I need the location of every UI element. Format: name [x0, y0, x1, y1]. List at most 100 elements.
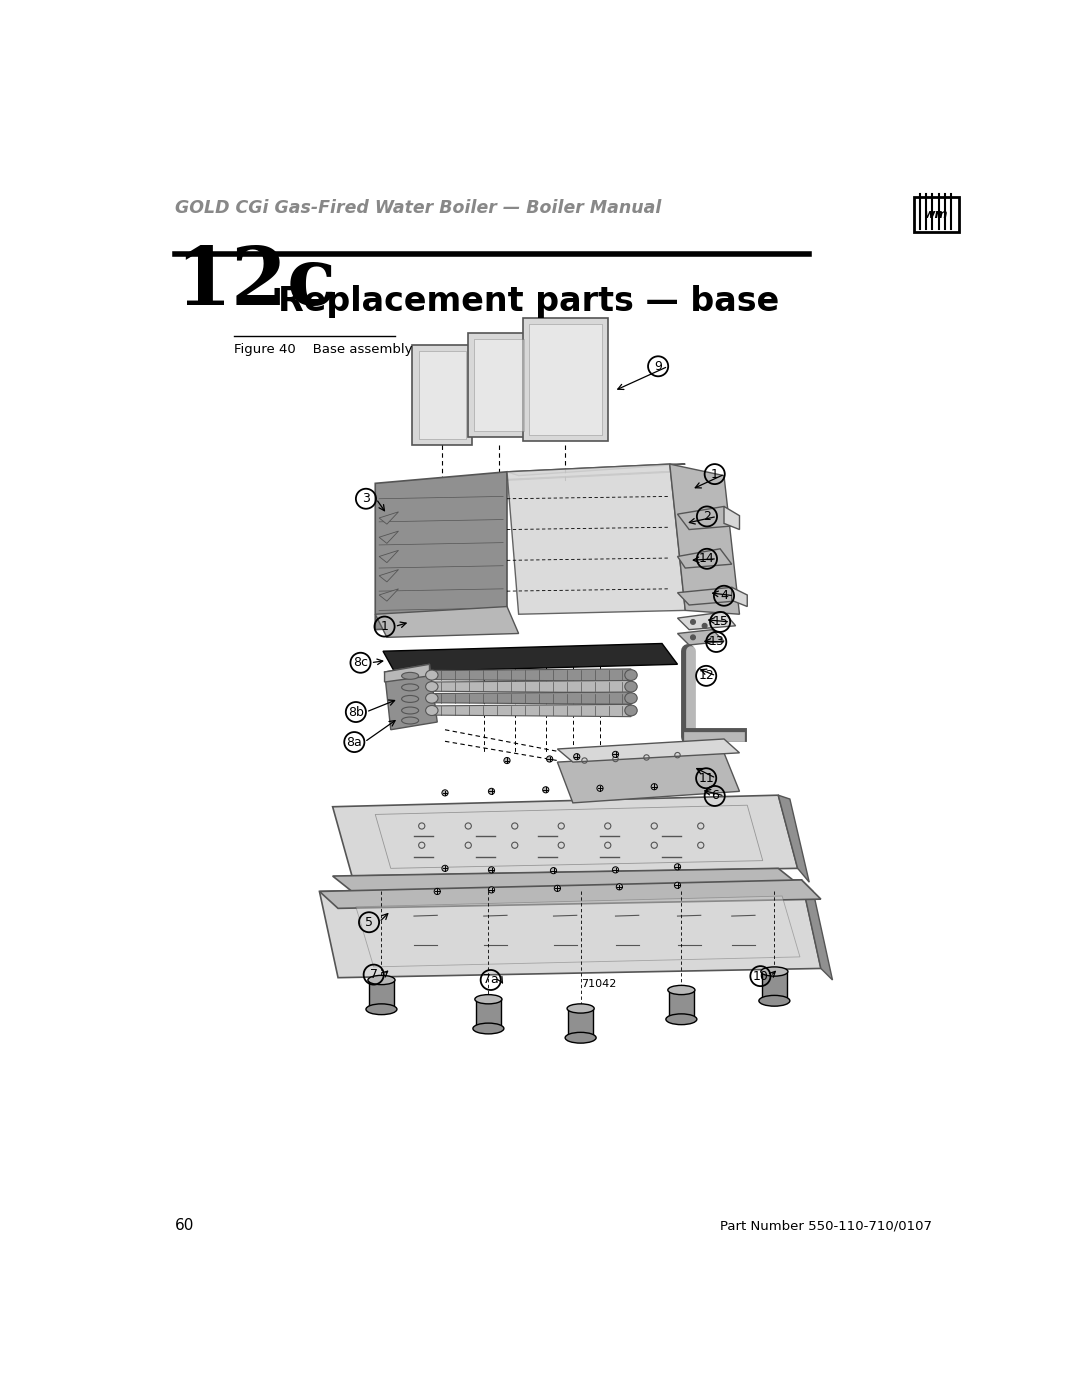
- Text: 12: 12: [699, 669, 714, 682]
- Polygon shape: [724, 507, 740, 529]
- Ellipse shape: [760, 967, 788, 977]
- Circle shape: [488, 866, 495, 873]
- Polygon shape: [432, 669, 631, 682]
- Polygon shape: [413, 345, 472, 444]
- Text: 10: 10: [753, 970, 768, 982]
- Ellipse shape: [625, 705, 637, 715]
- Ellipse shape: [759, 996, 789, 1006]
- Polygon shape: [568, 1009, 593, 1038]
- Ellipse shape: [426, 671, 438, 680]
- Ellipse shape: [475, 995, 502, 1004]
- Polygon shape: [379, 550, 399, 563]
- Circle shape: [546, 756, 553, 763]
- Ellipse shape: [402, 696, 419, 703]
- Polygon shape: [669, 990, 693, 1020]
- Text: 71042: 71042: [581, 979, 616, 989]
- Polygon shape: [430, 472, 677, 483]
- Polygon shape: [320, 880, 821, 978]
- Text: GOLD CGi Gas-Fired Water Boiler — Boiler Manual: GOLD CGi Gas-Fired Water Boiler — Boiler…: [175, 198, 662, 217]
- Text: 1: 1: [711, 468, 718, 481]
- Text: Replacement parts — base: Replacement parts — base: [279, 285, 780, 319]
- Polygon shape: [379, 570, 399, 583]
- Polygon shape: [333, 869, 798, 891]
- Text: 60: 60: [175, 1218, 194, 1232]
- Polygon shape: [432, 692, 631, 704]
- Polygon shape: [379, 588, 399, 601]
- Text: 7: 7: [369, 968, 378, 981]
- Polygon shape: [469, 334, 530, 437]
- Polygon shape: [557, 753, 740, 803]
- Circle shape: [597, 785, 603, 791]
- Polygon shape: [476, 999, 501, 1028]
- Text: 11: 11: [699, 771, 714, 785]
- Polygon shape: [762, 971, 786, 1000]
- Text: 8a: 8a: [347, 736, 362, 749]
- Ellipse shape: [565, 1032, 596, 1044]
- Ellipse shape: [368, 975, 395, 985]
- Circle shape: [674, 882, 680, 888]
- Circle shape: [504, 757, 510, 764]
- Circle shape: [551, 868, 556, 873]
- Text: 3: 3: [362, 492, 369, 506]
- Text: 4: 4: [720, 590, 728, 602]
- Polygon shape: [419, 351, 465, 439]
- Ellipse shape: [666, 1014, 697, 1024]
- Text: 12c: 12c: [175, 243, 337, 321]
- Ellipse shape: [667, 985, 694, 995]
- Polygon shape: [333, 795, 798, 876]
- Circle shape: [554, 886, 561, 891]
- Ellipse shape: [473, 1023, 504, 1034]
- Circle shape: [488, 887, 495, 893]
- Circle shape: [617, 884, 622, 890]
- Polygon shape: [384, 665, 437, 729]
- Polygon shape: [801, 880, 833, 979]
- Text: 6: 6: [711, 789, 718, 802]
- Polygon shape: [432, 680, 631, 693]
- Ellipse shape: [402, 685, 419, 692]
- Polygon shape: [375, 606, 518, 637]
- Polygon shape: [670, 464, 740, 615]
- Polygon shape: [507, 464, 685, 475]
- Text: Part Number 550-110-710/0107: Part Number 550-110-710/0107: [719, 1220, 932, 1232]
- Circle shape: [542, 787, 549, 793]
- Text: 14: 14: [699, 552, 715, 566]
- Ellipse shape: [625, 693, 637, 704]
- Ellipse shape: [426, 682, 438, 692]
- Ellipse shape: [402, 707, 419, 714]
- Text: 15: 15: [712, 616, 728, 629]
- Polygon shape: [320, 880, 821, 908]
- FancyBboxPatch shape: [914, 197, 959, 232]
- Polygon shape: [384, 665, 430, 682]
- Text: 13: 13: [708, 636, 724, 648]
- Polygon shape: [677, 612, 735, 630]
- Ellipse shape: [366, 1004, 397, 1014]
- Circle shape: [612, 752, 619, 757]
- Ellipse shape: [426, 693, 438, 703]
- Polygon shape: [432, 704, 631, 717]
- Polygon shape: [677, 587, 743, 605]
- Text: 8c: 8c: [353, 657, 368, 669]
- Text: wm: wm: [924, 208, 948, 221]
- Text: Figure 40    Base assembly: Figure 40 Base assembly: [234, 344, 413, 356]
- Polygon shape: [677, 507, 735, 529]
- Polygon shape: [375, 805, 762, 869]
- Text: 7a: 7a: [483, 974, 499, 986]
- Polygon shape: [677, 630, 724, 645]
- Circle shape: [702, 623, 707, 629]
- Polygon shape: [557, 739, 740, 763]
- Circle shape: [434, 888, 441, 894]
- Ellipse shape: [567, 1004, 594, 1013]
- Text: 9: 9: [654, 360, 662, 373]
- Polygon shape: [379, 531, 399, 543]
- Polygon shape: [369, 979, 394, 1009]
- Polygon shape: [677, 549, 732, 569]
- Ellipse shape: [625, 669, 637, 680]
- Polygon shape: [529, 324, 602, 434]
- Text: 2: 2: [703, 510, 711, 522]
- Text: 8b: 8b: [348, 705, 364, 718]
- Circle shape: [691, 636, 696, 640]
- Text: 1: 1: [380, 620, 389, 633]
- Circle shape: [612, 866, 619, 873]
- Polygon shape: [779, 795, 809, 882]
- Ellipse shape: [402, 672, 419, 679]
